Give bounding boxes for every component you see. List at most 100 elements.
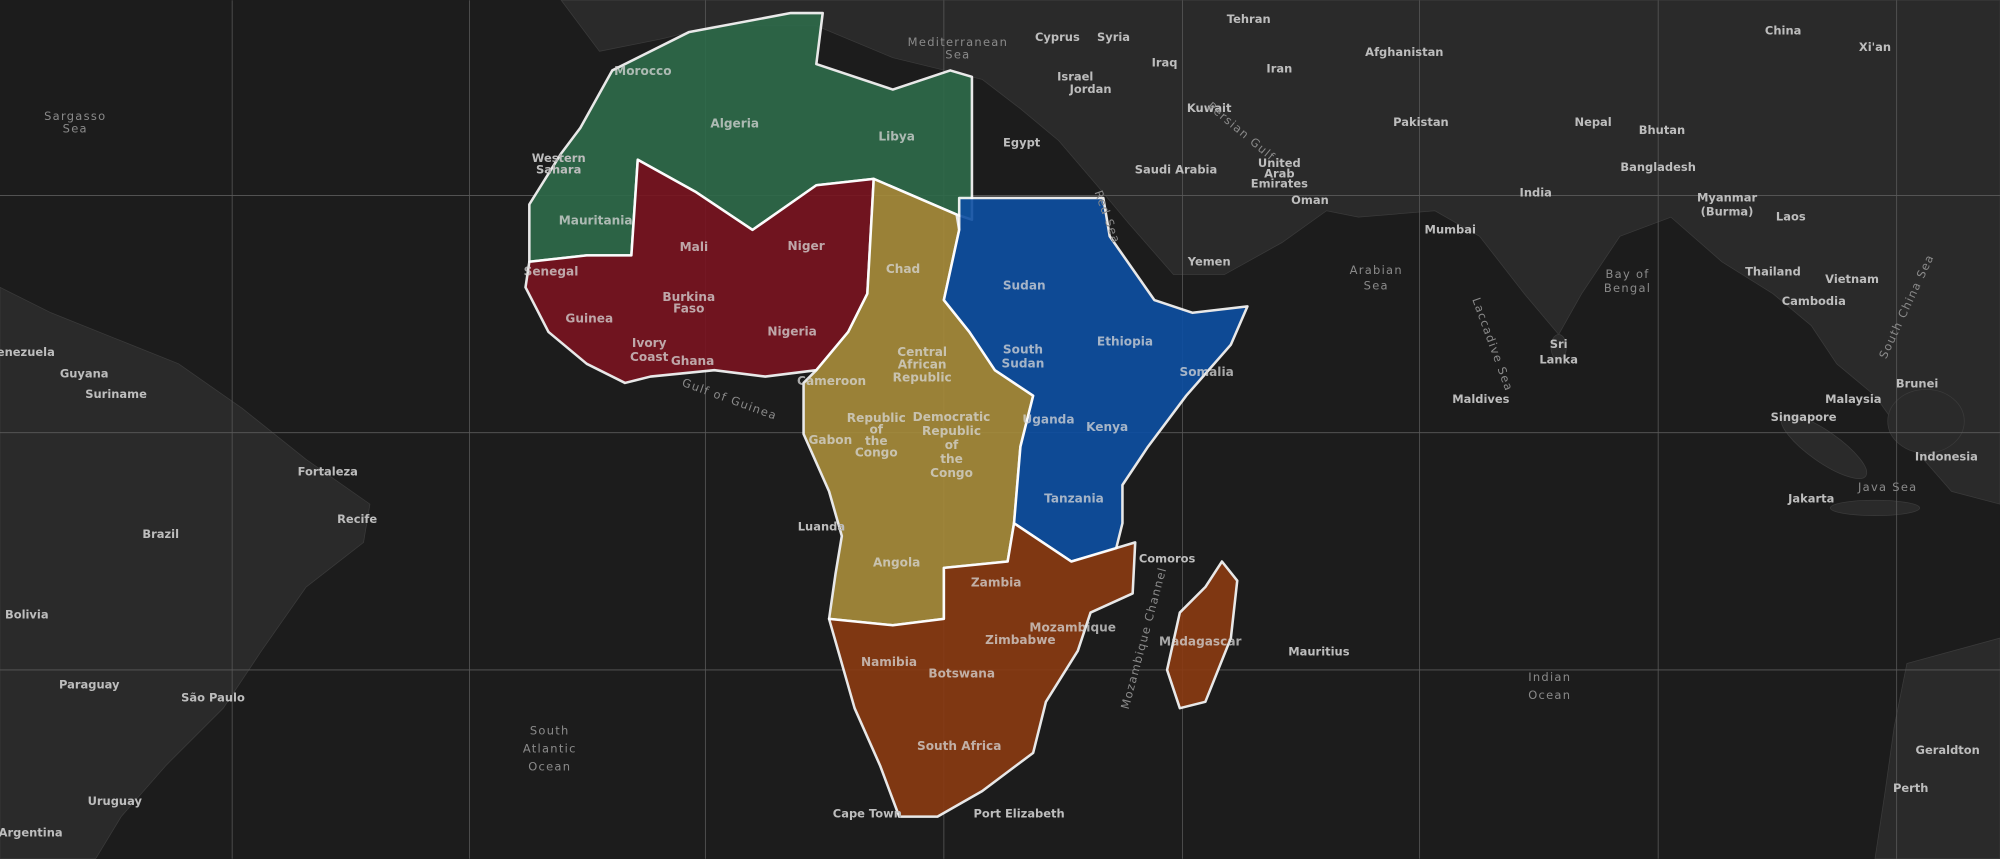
place-label: Argentina: [0, 826, 63, 840]
country-label: Cameroon: [797, 374, 866, 388]
country-label: Mozambique: [1029, 620, 1116, 634]
water-label: Sea: [1364, 279, 1389, 293]
place-label: Bangladesh: [1620, 160, 1696, 174]
place-label: Afghanistan: [1365, 45, 1443, 59]
place-label: Myanmar: [1697, 190, 1757, 204]
country-label: Libya: [878, 129, 915, 143]
country-label: Madagascar: [1159, 634, 1241, 648]
country-label: Chad: [886, 262, 920, 276]
place-label: Oman: [1291, 193, 1329, 207]
country-label: African: [898, 358, 947, 372]
water-label: Sea: [945, 48, 970, 62]
water-label: South: [530, 724, 570, 738]
place-label: Pakistan: [1393, 115, 1449, 129]
place-label: Suriname: [85, 387, 147, 401]
place-label: Egypt: [1003, 136, 1041, 150]
place-label: Yemen: [1187, 254, 1231, 268]
place-label: Paraguay: [59, 678, 120, 692]
country-label: the: [865, 434, 888, 448]
place-label: India: [1520, 185, 1552, 199]
place-label: Arab: [1264, 166, 1294, 180]
east-africa-region[interactable]: [942, 196, 1249, 563]
water-label: Bengal: [1604, 281, 1651, 295]
place-label: Saudi Arabia: [1135, 162, 1217, 176]
country-label: Ivory: [632, 336, 667, 350]
place-label: Recife: [337, 512, 377, 526]
borneo: [1887, 388, 1965, 454]
country-label: Faso: [673, 301, 704, 315]
country-label: of: [869, 423, 883, 437]
place-label: Sri: [1550, 337, 1568, 351]
place-label: Western: [532, 151, 586, 165]
place-label: Brunei: [1896, 377, 1938, 391]
place-label: Thailand: [1745, 264, 1801, 278]
country-label: Republic: [893, 370, 952, 384]
place-label: Indonesia: [1915, 449, 1978, 463]
country-label: Tanzania: [1044, 492, 1104, 506]
water-label: Arabian: [1350, 263, 1403, 277]
water-label: Atlantic: [523, 742, 577, 756]
place-label: Tehran: [1227, 12, 1271, 26]
country-label: the: [940, 452, 963, 466]
water-label: Sea: [63, 122, 88, 136]
place-label: Laos: [1776, 210, 1806, 224]
country-label: of: [945, 438, 959, 452]
place-label: Cape Town: [833, 807, 902, 821]
place-label: Jakarta: [1787, 492, 1834, 506]
country-label: Zambia: [971, 576, 1022, 590]
country-label: Ghana: [671, 354, 715, 368]
country-label: Senegal: [524, 264, 579, 278]
country-label: Uganda: [1022, 412, 1074, 426]
place-label: Singapore: [1771, 410, 1837, 424]
place-label: São Paulo: [181, 690, 245, 704]
place-label: Mauritius: [1288, 645, 1349, 659]
country-label: Botswana: [928, 666, 995, 680]
water-label: Sargasso: [44, 109, 106, 123]
country-label: Guinea: [565, 312, 613, 326]
place-label: Brazil: [142, 527, 179, 541]
place-label: Guyana: [60, 367, 109, 381]
country-label: Republic: [847, 411, 906, 425]
country-label: Niger: [788, 239, 825, 253]
south-america: [0, 286, 371, 859]
place-label: Comoros: [1139, 551, 1196, 565]
country-label: Democratic: [913, 410, 991, 424]
water-label: Java Sea: [1857, 480, 1917, 494]
place-label: China: [1765, 23, 1801, 37]
southern-africa-region[interactable]: [827, 521, 1137, 818]
place-label: Nepal: [1574, 115, 1611, 129]
country-label: Ethiopia: [1097, 335, 1153, 349]
country-label: Morocco: [614, 64, 671, 78]
sumatra: [1780, 414, 1868, 479]
water-label: Bay of: [1606, 267, 1650, 281]
country-label: South: [1003, 342, 1043, 356]
place-label: Cyprus: [1035, 30, 1080, 44]
place-label: Kuwait: [1187, 101, 1232, 115]
place-label: (Burma): [1701, 205, 1754, 219]
place-label: Geraldton: [1916, 743, 1980, 757]
place-label: Iraq: [1152, 55, 1178, 69]
country-label: Congo: [855, 446, 898, 460]
country-label: Central: [897, 345, 947, 359]
country-label: Sudan: [1003, 279, 1046, 293]
madagascar-region[interactable]: [1165, 560, 1239, 710]
eurasia: [560, 0, 2000, 505]
java: [1829, 499, 1921, 516]
country-label: Namibia: [861, 655, 917, 669]
place-label: Syria: [1097, 30, 1130, 44]
place-label: Bhutan: [1639, 123, 1685, 137]
place-label: United: [1258, 156, 1301, 170]
water-label: Mediterranean: [908, 35, 1008, 49]
country-label: Angola: [873, 555, 920, 569]
place-label: Jordan: [1069, 82, 1112, 96]
place-label: Emirates: [1251, 176, 1308, 190]
place-label: Uruguay: [88, 794, 143, 808]
country-label: Mauritania: [559, 213, 633, 227]
sri-lanka: [1550, 334, 1567, 361]
water-label: Ocean: [1528, 688, 1571, 702]
country-label: South Africa: [917, 739, 1001, 753]
place-label: Maldives: [1452, 392, 1509, 406]
place-label: Fortaleza: [298, 465, 358, 479]
